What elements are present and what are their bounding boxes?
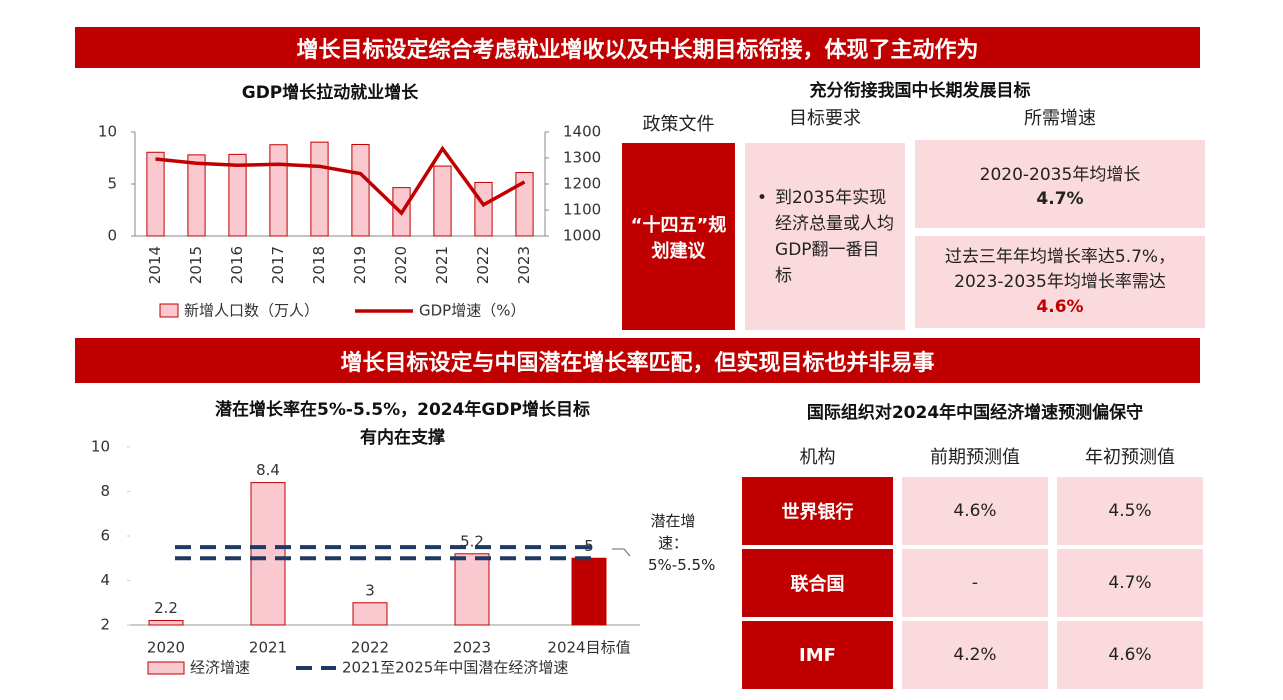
table1-header: 所需增速 — [1024, 108, 1096, 129]
policy-cell: “十四五”规划建议 — [622, 143, 735, 330]
x-tick-label: 2014 — [146, 246, 164, 284]
y-tick-label: 8 — [100, 482, 110, 500]
y-tick-label: 4 — [100, 571, 110, 589]
value-cell: 4.6% — [1057, 621, 1203, 689]
x-tick-label: 2020 — [147, 639, 185, 657]
table1-title: 充分衔接我国中长期发展目标 — [809, 81, 1031, 101]
legend-label: GDP增速（%） — [419, 302, 525, 320]
legend-label: 经济增速 — [190, 659, 250, 677]
line — [155, 145, 526, 216]
legend-swatch — [147, 661, 185, 675]
bar — [148, 620, 184, 626]
value-label: 8.4 — [256, 461, 280, 479]
y2-tick-label: 1200 — [563, 175, 601, 193]
table2-header: 前期预测值 — [930, 447, 1020, 468]
value-cell: 4.2% — [902, 621, 1048, 689]
chart2-title: 潜在增长率在5%-5.5%，2024年GDP增长目标有内在支撑 — [215, 400, 590, 448]
y2-tick-label: 1100 — [563, 201, 601, 219]
speed-value: 4.7% — [1036, 188, 1084, 209]
x-tick-label: 2020 — [392, 246, 410, 284]
y2-tick-label: 1000 — [563, 227, 601, 245]
x-tick-label: 2023 — [515, 246, 533, 284]
value-cell: 4.6% — [902, 477, 1048, 545]
value-cell: 4.7% — [1057, 549, 1203, 617]
bar — [250, 482, 286, 626]
x-tick-label: 2018 — [310, 246, 328, 284]
y-tick-label: 10 — [98, 123, 117, 141]
x-tick-label: 2023 — [453, 639, 491, 657]
table2-header: 机构 — [799, 447, 836, 468]
middle-banner: 增长目标设定与中国潜在增长率匹配，但实现目标也并非易事 — [75, 338, 1200, 383]
speed-cell: 过去三年年均增长率达5.7%，2023-2035年均增长率需达 4.6% — [915, 236, 1205, 328]
speed-text: 2020-2035年均增长 — [979, 164, 1141, 185]
y-tick-label: 10 — [91, 438, 110, 456]
y2-tick-label: 1300 — [563, 149, 601, 167]
table1-header: 政策文件 — [642, 114, 715, 135]
org-cell: 联合国 — [742, 549, 893, 617]
x-tick-label: 2022 — [351, 639, 389, 657]
y-tick-label: 0 — [107, 227, 117, 245]
table1-header: 目标要求 — [789, 108, 861, 129]
bar — [351, 143, 370, 237]
legend-label: 新增人口数（万人） — [184, 302, 319, 320]
x-tick-label: 2016 — [228, 246, 246, 284]
bar — [433, 165, 452, 237]
x-tick-label: 2024目标值 — [547, 639, 630, 657]
legend-label: 2021至2025年中国潜在经济增速 — [342, 659, 568, 677]
x-tick-label: 2015 — [187, 246, 205, 284]
x-tick-label: 2019 — [351, 246, 369, 284]
x-tick-label: 2022 — [474, 246, 492, 284]
table2-header: 年初预测值 — [1085, 447, 1175, 468]
value-cell: - — [902, 549, 1048, 617]
org-cell: IMF — [742, 621, 893, 689]
bar — [474, 181, 493, 237]
annotation: 潜在增速：5%-5.5% — [648, 512, 716, 574]
requirement-cell: • 到2035年实现经济总量或人均GDP翻一番目标 — [745, 143, 905, 330]
speed-cell: 2020-2035年均增长 4.7% — [915, 140, 1205, 228]
y2-tick-label: 1400 — [563, 123, 601, 141]
bar — [228, 153, 247, 237]
y-tick-label: 2 — [100, 616, 110, 634]
value-label: 2.2 — [154, 599, 178, 617]
annotation-pointer — [612, 548, 631, 557]
bar — [515, 172, 534, 237]
speed-value: 4.6% — [1036, 296, 1084, 317]
x-tick-label: 2021 — [249, 639, 287, 657]
requirement-text: 到2035年实现经济总量或人均GDP翻一番目标 — [775, 187, 895, 286]
x-tick-label: 2017 — [269, 246, 287, 284]
y-tick-label: 6 — [100, 527, 110, 545]
bar — [454, 553, 490, 626]
bar — [310, 141, 329, 237]
table2-title: 国际组织对2024年中国经济增速预测偏保守 — [806, 403, 1144, 423]
bar — [146, 151, 165, 237]
org-cell: 世界银行 — [742, 477, 893, 545]
value-cell: 4.5% — [1057, 477, 1203, 545]
bar — [352, 602, 388, 626]
speed-text: 过去三年年均增长率达5.7%，2023-2035年均增长率需达 — [944, 246, 1176, 292]
x-tick-label: 2021 — [433, 246, 451, 284]
bar — [269, 144, 288, 237]
bar — [187, 154, 206, 237]
top-banner: 增长目标设定综合考虑就业增收以及中长期目标衔接，体现了主动作为 — [75, 27, 1200, 68]
chart1-title: GDP增长拉动就业增长 — [241, 83, 419, 103]
y-tick-label: 5 — [107, 175, 117, 193]
value-label: 3 — [365, 581, 375, 599]
legend-swatch — [159, 303, 179, 318]
bar — [571, 557, 607, 626]
